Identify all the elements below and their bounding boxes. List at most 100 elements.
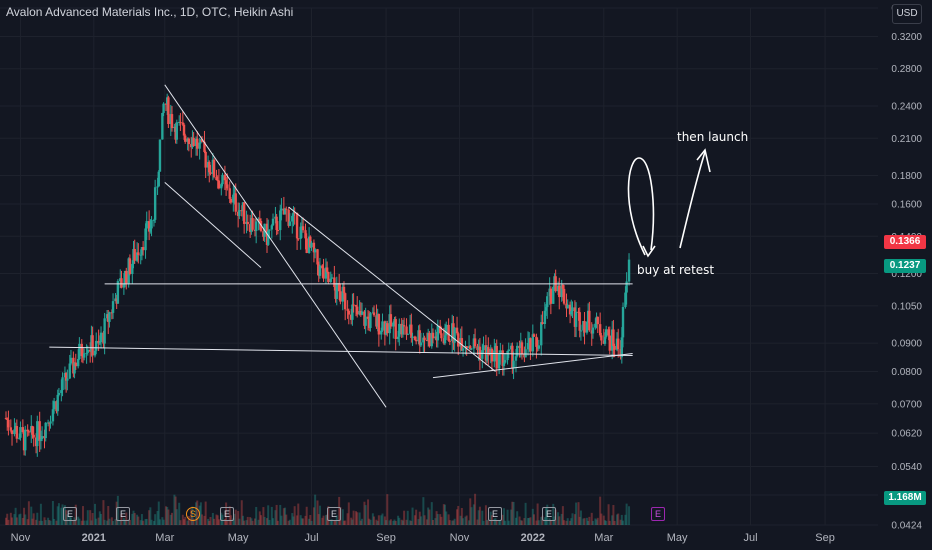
volume-bar [617, 513, 620, 525]
price-tick-label: 0.2800 [891, 64, 922, 75]
candle-body [229, 198, 233, 203]
candle-body [110, 312, 114, 314]
volume-bar [452, 520, 455, 525]
split-event-marker[interactable]: S [186, 507, 200, 521]
candle-body [566, 304, 569, 309]
volume-bar [543, 517, 546, 525]
volume-bar [158, 519, 161, 525]
candle-body [544, 307, 548, 311]
earnings-event-marker[interactable]: E [542, 507, 556, 521]
volume-bar [322, 515, 325, 525]
candle-body [48, 422, 51, 424]
candle-body [7, 419, 10, 428]
volume-bar [7, 519, 10, 525]
volume-bar [173, 494, 176, 525]
candle-body [246, 221, 249, 225]
candle-body [507, 349, 510, 352]
candle-body [478, 346, 482, 359]
volume-bar [616, 514, 619, 525]
price-tick-label: 0.1050 [891, 301, 922, 312]
volume-bar [267, 505, 270, 525]
candle-body [506, 351, 509, 361]
volume-bar [493, 518, 496, 525]
candle-body [76, 358, 80, 367]
candle-body [393, 319, 396, 323]
volume-bar [208, 520, 211, 525]
candle-body [66, 378, 69, 381]
volume-bar [98, 511, 101, 525]
candle-body [352, 304, 355, 306]
volume-bar [536, 503, 539, 525]
candle-body [369, 313, 372, 328]
candle-body [529, 338, 532, 352]
candle-body [519, 342, 522, 348]
candle-body [613, 345, 616, 350]
volume-bar [397, 515, 400, 525]
candle-body [73, 362, 76, 374]
volume-bar [603, 520, 606, 525]
candle-body [548, 288, 551, 297]
volume-bar [178, 502, 181, 525]
volume-bar [566, 518, 569, 525]
candle-body [549, 288, 553, 304]
earnings-event-marker[interactable]: E [220, 507, 234, 521]
volume-bar [18, 514, 21, 525]
volume-bar [528, 518, 531, 525]
candle-body [612, 329, 615, 346]
candle-body [287, 209, 290, 226]
candle-body [579, 330, 583, 332]
earnings-event-marker[interactable]: E [651, 507, 665, 521]
candle-body [240, 210, 243, 212]
volume-bar [131, 513, 134, 525]
candle-body [451, 323, 454, 342]
candle-body [152, 219, 156, 221]
candle-body [270, 225, 274, 230]
volume-bar [393, 519, 396, 525]
candle-body [603, 336, 607, 344]
earnings-event-marker[interactable]: E [327, 507, 341, 521]
candle-body [562, 288, 566, 304]
volume-bar [439, 514, 442, 525]
currency-button[interactable]: USD [892, 4, 922, 24]
candle-body [6, 418, 9, 420]
candle-body [119, 278, 122, 282]
volume-bar [169, 514, 172, 525]
candle-body [439, 325, 442, 334]
candle-body [301, 226, 305, 231]
candle-body [52, 401, 56, 410]
volume-bar [297, 503, 300, 525]
volume-bar [415, 509, 418, 525]
volume-bar [417, 519, 420, 525]
volume-bar [389, 519, 392, 525]
volume-bar [622, 520, 625, 525]
chart-title: Avalon Advanced Materials Inc., 1D, OTC,… [6, 5, 294, 19]
candle-body [574, 311, 578, 327]
red-price-tag: 0.1366 [884, 235, 926, 250]
earnings-event-marker[interactable]: E [63, 507, 77, 521]
candle-body [157, 171, 160, 187]
candle-body [392, 322, 395, 327]
volume-bar [484, 505, 487, 525]
volume-bar [221, 514, 224, 525]
volume-bar [38, 520, 41, 525]
candle-body [536, 346, 539, 349]
earnings-event-marker[interactable]: E [488, 507, 502, 521]
candle-body [487, 347, 490, 356]
candle-body [36, 421, 39, 447]
volume-bar [285, 514, 288, 525]
candle-body [309, 236, 312, 248]
price-tick-label: 0.3200 [891, 32, 922, 43]
candle-body [459, 338, 462, 347]
candle-body [299, 226, 302, 239]
candle-body [259, 220, 263, 232]
candle-body [173, 126, 176, 129]
candle-body [546, 296, 549, 308]
earnings-event-marker[interactable]: E [116, 507, 130, 521]
volume-bar [411, 507, 414, 525]
volume-bar [434, 518, 437, 525]
volume-bar [612, 505, 615, 525]
volume-bar [477, 510, 480, 525]
volume-bar [124, 519, 127, 525]
candle-body [236, 211, 240, 216]
